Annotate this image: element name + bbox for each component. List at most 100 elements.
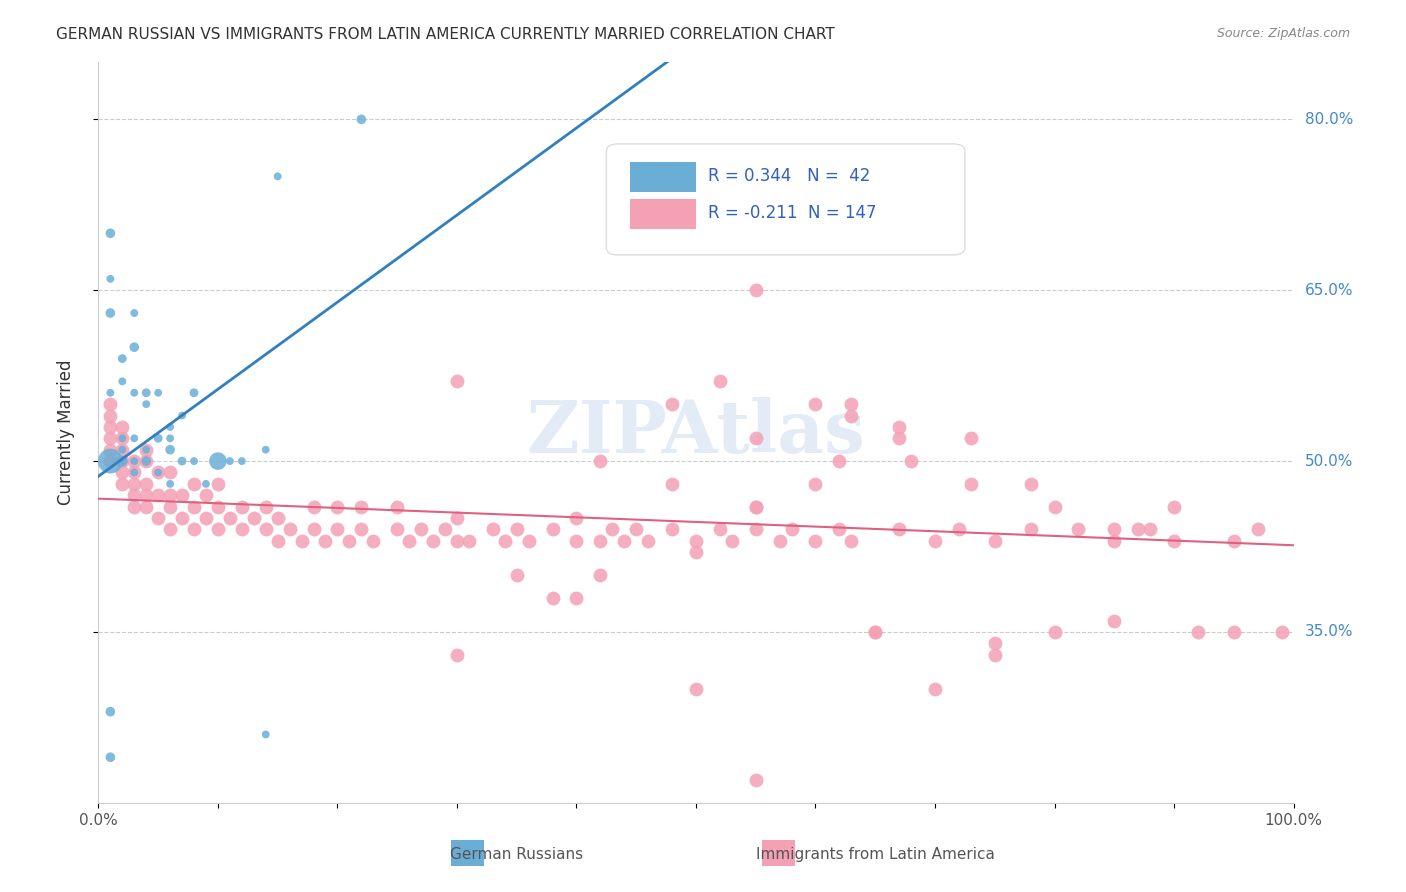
Point	[828, 454, 851, 468]
Point	[135, 454, 157, 468]
Point	[685, 533, 707, 548]
Point	[195, 488, 218, 502]
Point	[1223, 533, 1246, 548]
Point	[124, 385, 146, 400]
Point	[481, 523, 505, 537]
Point	[506, 523, 529, 537]
Point	[172, 488, 194, 502]
Point	[637, 533, 659, 548]
Point	[111, 442, 134, 457]
Point	[124, 466, 146, 480]
Point	[517, 533, 540, 548]
Bar	[451, 840, 485, 866]
Point	[98, 454, 122, 468]
Point	[422, 533, 444, 548]
Point	[159, 488, 181, 502]
Point	[231, 454, 253, 468]
Point	[889, 420, 911, 434]
Point	[98, 750, 122, 764]
Point	[661, 476, 683, 491]
Point	[709, 523, 731, 537]
Point	[398, 533, 420, 548]
Point	[124, 476, 146, 491]
Bar	[630, 200, 696, 229]
Point	[339, 533, 361, 548]
Point	[350, 112, 373, 127]
Point	[111, 442, 134, 457]
Point	[159, 420, 181, 434]
Point	[183, 476, 205, 491]
Point	[219, 511, 242, 525]
Point	[124, 500, 146, 514]
Point	[195, 476, 218, 491]
Point	[745, 500, 768, 514]
Point	[565, 591, 588, 605]
Point	[924, 533, 946, 548]
Point	[267, 169, 290, 184]
Point	[183, 385, 205, 400]
Point	[960, 431, 983, 445]
Point	[111, 454, 134, 468]
Point	[148, 466, 170, 480]
Point	[326, 500, 349, 514]
Point	[159, 500, 181, 514]
Point	[267, 511, 290, 525]
Point	[148, 511, 170, 525]
Point	[111, 454, 134, 468]
Point	[278, 523, 301, 537]
Point	[385, 500, 409, 514]
Point	[183, 523, 205, 537]
Point	[111, 431, 134, 445]
Point	[98, 420, 122, 434]
Point	[195, 511, 218, 525]
Point	[135, 397, 157, 411]
Point	[780, 523, 803, 537]
Point	[1187, 624, 1209, 639]
Point	[1019, 476, 1042, 491]
Point	[745, 500, 768, 514]
Point	[124, 340, 146, 354]
Point	[458, 533, 481, 548]
Point	[685, 681, 707, 696]
Point	[745, 523, 768, 537]
Point	[148, 466, 170, 480]
Point	[148, 385, 170, 400]
Text: ZIPAtlas: ZIPAtlas	[526, 397, 866, 468]
FancyBboxPatch shape	[606, 144, 965, 255]
Point	[1104, 523, 1126, 537]
Point	[98, 705, 122, 719]
Point	[984, 648, 1007, 662]
Point	[828, 523, 851, 537]
Point	[315, 533, 337, 548]
Point	[267, 533, 290, 548]
Text: R = 0.344   N =  42: R = 0.344 N = 42	[709, 167, 870, 185]
Point	[589, 568, 612, 582]
Y-axis label: Currently Married: Currently Married	[56, 359, 75, 506]
Point	[207, 523, 229, 537]
Point	[626, 523, 648, 537]
Point	[111, 454, 134, 468]
Point	[589, 454, 612, 468]
Point	[254, 727, 277, 741]
Text: GERMAN RUSSIAN VS IMMIGRANTS FROM LATIN AMERICA CURRENTLY MARRIED CORRELATION CH: GERMAN RUSSIAN VS IMMIGRANTS FROM LATIN …	[56, 27, 835, 42]
Point	[1043, 500, 1066, 514]
Point	[541, 523, 564, 537]
Point	[98, 442, 122, 457]
Point	[98, 227, 122, 241]
Point	[1247, 523, 1270, 537]
Text: 35.0%: 35.0%	[1305, 624, 1353, 640]
Point	[589, 533, 612, 548]
Point	[804, 533, 827, 548]
Point	[111, 420, 134, 434]
Point	[506, 568, 529, 582]
Point	[135, 385, 157, 400]
Point	[661, 397, 683, 411]
Text: 50.0%: 50.0%	[1305, 454, 1353, 468]
Point	[159, 476, 181, 491]
Point	[865, 624, 887, 639]
Point	[948, 523, 970, 537]
Point	[207, 454, 229, 468]
Point	[291, 533, 314, 548]
Point	[159, 431, 181, 445]
Point	[135, 476, 157, 491]
